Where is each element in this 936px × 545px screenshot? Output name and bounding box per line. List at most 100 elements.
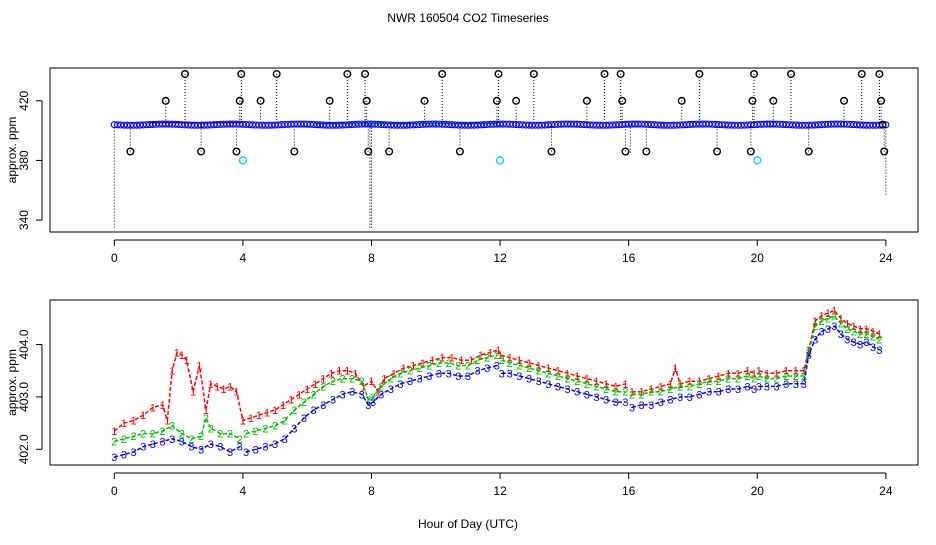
bottom-x-tick-label: 12 — [493, 484, 507, 498]
series-1-marker: 1 — [208, 379, 214, 391]
series-2-marker: 2 — [536, 366, 542, 378]
series-3-marker: 3 — [426, 371, 432, 383]
series-1-marker: 1 — [806, 345, 812, 357]
series-1-marker: 1 — [818, 311, 824, 323]
series-3-marker: 3 — [526, 374, 532, 386]
series-3-marker: 3 — [378, 389, 384, 401]
outlier-point — [857, 69, 866, 78]
series-1-marker: 1 — [221, 384, 227, 396]
series-2-marker: 2 — [349, 374, 355, 386]
series-3-marker: 3 — [320, 400, 326, 412]
series-1-marker: 1 — [159, 400, 165, 412]
series-2-marker: 2 — [378, 381, 384, 393]
series-1-marker: 1 — [831, 305, 837, 317]
series-2-marker: 2 — [262, 423, 268, 435]
series-2-marker: 2 — [864, 329, 870, 341]
series-3-marker: 3 — [465, 371, 471, 383]
series-2-marker: 2 — [584, 379, 590, 391]
series-1-line — [758, 309, 880, 375]
series-2-marker: 2 — [397, 368, 403, 380]
series-3-line — [631, 385, 755, 409]
outlier-point — [492, 96, 501, 105]
series-2-marker: 2 — [237, 434, 243, 446]
series-1-marker: 1 — [526, 358, 532, 370]
series-2-marker: 2 — [203, 413, 209, 425]
series-1-marker: 1 — [375, 387, 381, 399]
series-3-marker: 3 — [629, 402, 635, 414]
bottom-x-tick-label: 24 — [879, 484, 893, 498]
series-1-marker: 1 — [288, 395, 294, 407]
series-1-marker: 1 — [574, 371, 580, 383]
series-1-marker: 1 — [857, 324, 863, 336]
series-3-marker: 3 — [806, 350, 812, 362]
series-1-marker: 1 — [876, 329, 882, 341]
series-3-marker: 3 — [188, 442, 194, 454]
outlier-point — [804, 147, 813, 156]
bottom-x-tick-label: 20 — [751, 484, 765, 498]
top-x-tick-label: 0 — [111, 251, 118, 265]
series-1-marker: 1 — [764, 368, 770, 380]
top-x-tick-label: 4 — [240, 251, 247, 265]
series-3-marker: 3 — [658, 397, 664, 409]
top-y-axis-label: approx. ppm — [5, 117, 19, 184]
bottom-x-tick-label: 16 — [622, 484, 636, 498]
series-1-marker: 1 — [320, 374, 326, 386]
series-2-marker: 2 — [706, 376, 712, 388]
outlier-point — [746, 147, 755, 156]
series-2-marker: 2 — [507, 358, 513, 370]
series-2-marker: 2 — [687, 381, 693, 393]
outlier-point — [181, 69, 190, 78]
series-1-marker: 1 — [256, 410, 262, 422]
series-3-marker: 3 — [475, 366, 481, 378]
series-1-marker: 1 — [555, 366, 561, 378]
series-2-marker: 2 — [773, 374, 779, 386]
series-2-marker: 2 — [198, 431, 204, 443]
series-3-marker: 3 — [227, 447, 233, 459]
top-y-tick-label: 380 — [17, 150, 31, 170]
series-1-marker: 1 — [227, 381, 233, 393]
outlier-point — [547, 147, 556, 156]
series-2-marker: 2 — [140, 429, 146, 441]
series-3-marker: 3 — [870, 342, 876, 354]
series-3-line — [114, 438, 241, 458]
series-2-marker: 2 — [831, 311, 837, 323]
series-1-marker: 1 — [745, 366, 751, 378]
series-3-marker: 3 — [764, 381, 770, 393]
outlier-point — [494, 69, 503, 78]
series-1-marker: 1 — [131, 415, 137, 427]
series-1-marker: 1 — [584, 374, 590, 386]
top-x-tick-label: 12 — [493, 251, 507, 265]
series-3-marker: 3 — [825, 324, 831, 336]
series-1-marker: 1 — [667, 379, 673, 391]
outlier-point — [361, 69, 370, 78]
series-1-marker: 1 — [439, 353, 445, 365]
series-3-marker: 3 — [121, 450, 127, 462]
series-2-marker: 2 — [217, 429, 223, 441]
top-x-tick-label: 24 — [879, 251, 893, 265]
series-3-marker: 3 — [237, 442, 243, 454]
series-3-marker: 3 — [773, 381, 779, 393]
series-1-marker: 1 — [111, 426, 117, 438]
series-3-marker: 3 — [745, 381, 751, 393]
series-3-marker: 3 — [311, 405, 317, 417]
series-3-marker: 3 — [801, 379, 807, 391]
outlier-point — [769, 96, 778, 105]
series-3-marker: 3 — [140, 442, 146, 454]
series-3-marker: 3 — [507, 368, 513, 380]
bottom-y-tick-label: 403.0 — [17, 382, 31, 412]
series-3-marker: 3 — [851, 337, 857, 349]
series-2-marker: 2 — [301, 397, 307, 409]
series-1-marker: 1 — [864, 324, 870, 336]
series-2-marker: 2 — [574, 376, 580, 388]
series-2-marker: 2 — [131, 431, 137, 443]
series-2-marker: 2 — [465, 360, 471, 372]
series-2-marker: 2 — [208, 423, 214, 435]
series-2-marker: 2 — [876, 334, 882, 346]
outlier-point — [235, 96, 244, 105]
outlier-point — [618, 96, 627, 105]
series-1-marker: 1 — [603, 379, 609, 391]
outlier-point — [420, 96, 429, 105]
series-2-marker: 2 — [751, 374, 757, 386]
series-3-marker: 3 — [751, 384, 757, 396]
